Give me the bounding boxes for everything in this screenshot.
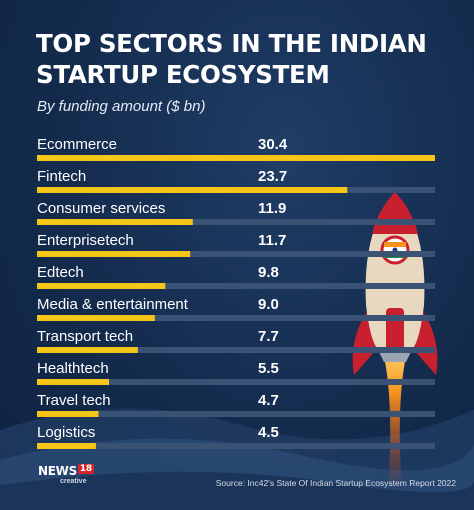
value-label: 9.8 bbox=[258, 264, 279, 281]
bar bbox=[37, 219, 193, 225]
bar bbox=[37, 315, 155, 321]
news18-logo: NEWS 18 creative bbox=[38, 464, 94, 485]
value-label: 4.7 bbox=[258, 392, 279, 409]
bar bbox=[37, 443, 96, 449]
category-label: Ecommerce bbox=[37, 136, 117, 153]
category-label: Edtech bbox=[37, 264, 84, 281]
bar bbox=[37, 347, 138, 353]
bar-track bbox=[37, 283, 435, 289]
value-label: 5.5 bbox=[258, 360, 279, 377]
source-note: Source: Inc42's State Of Indian Startup … bbox=[215, 478, 456, 488]
bar bbox=[37, 411, 99, 417]
bar-track bbox=[37, 411, 435, 417]
value-label: 9.0 bbox=[258, 296, 279, 313]
bar bbox=[37, 283, 166, 289]
value-label: 11.9 bbox=[258, 200, 286, 217]
category-label: Logistics bbox=[37, 424, 95, 441]
hills-background bbox=[0, 408, 474, 510]
chart-subtitle: By funding amount ($ bn) bbox=[37, 98, 206, 115]
category-label: Enterprisetech bbox=[37, 232, 134, 249]
category-label: Consumer services bbox=[37, 200, 165, 217]
bar-track bbox=[37, 379, 435, 385]
bar bbox=[37, 155, 435, 161]
bar-track bbox=[37, 251, 435, 257]
bar-track bbox=[37, 443, 435, 449]
bar bbox=[37, 187, 348, 193]
bar bbox=[37, 251, 191, 257]
category-label: Healthtech bbox=[37, 360, 109, 377]
bar-track bbox=[37, 315, 435, 321]
category-label: Travel tech bbox=[37, 392, 111, 409]
bar-track bbox=[37, 219, 435, 225]
value-label: 30.4 bbox=[258, 136, 288, 153]
bar-track bbox=[37, 347, 435, 353]
value-label: 7.7 bbox=[258, 328, 279, 345]
category-label: Media & entertainment bbox=[37, 296, 189, 313]
chart-title: TOP SECTORS IN THE INDIAN STARTUP ECOSYS… bbox=[36, 29, 427, 89]
category-label: Fintech bbox=[37, 168, 86, 185]
bar bbox=[37, 379, 110, 385]
value-label: 4.5 bbox=[258, 424, 279, 441]
value-label: 23.7 bbox=[258, 168, 287, 185]
category-label: Transport tech bbox=[37, 328, 133, 345]
value-label: 11.7 bbox=[258, 232, 286, 249]
